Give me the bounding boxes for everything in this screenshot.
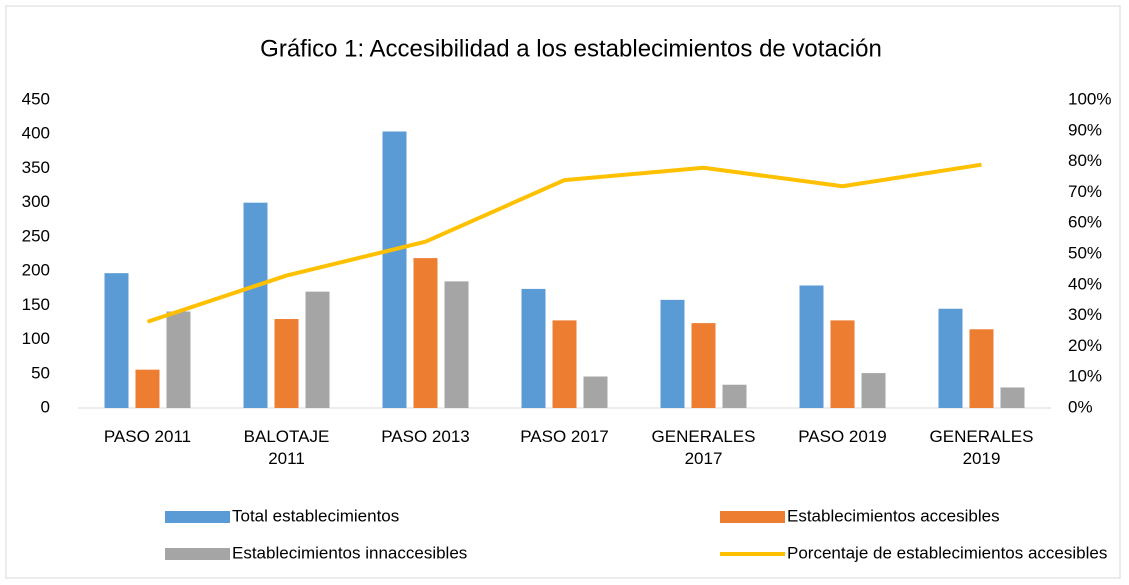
x-tick-label: BALOTAJE 2011 <box>243 427 330 468</box>
y2-tick-label: 40% <box>1068 274 1102 293</box>
bar <box>830 320 855 408</box>
y2-tick-label: 20% <box>1068 336 1102 355</box>
x-tick-label: PASO 2013 <box>381 427 470 446</box>
bar <box>969 329 994 408</box>
y2-tick-label: 50% <box>1068 243 1102 262</box>
y2-tick-label: 90% <box>1068 120 1102 139</box>
legend-swatch <box>165 511 230 523</box>
y-tick-label: 50 <box>31 363 50 382</box>
bar <box>166 311 191 408</box>
bar <box>444 281 469 408</box>
y2-tick-label: 80% <box>1068 151 1102 170</box>
legend-label: Porcentaje de establecimientos accesible… <box>787 543 1107 562</box>
y2-tick-label: 0% <box>1068 397 1093 416</box>
x-tick-label: GENERALES 2017 <box>651 427 756 468</box>
y-tick-label: 300 <box>22 192 50 211</box>
bar <box>660 299 685 408</box>
x-tick-label: PASO 2019 <box>798 427 887 446</box>
bar <box>274 319 299 408</box>
legend-label: Establecimientos accesibles <box>787 506 1000 525</box>
bar <box>413 258 438 408</box>
bar <box>691 323 716 408</box>
bar <box>521 288 546 408</box>
bar <box>305 291 330 408</box>
y2-tick-label: 10% <box>1068 367 1102 386</box>
y-tick-label: 350 <box>22 158 50 177</box>
bar <box>243 202 268 408</box>
y2-tick-label: 60% <box>1068 213 1102 232</box>
bar <box>135 369 160 408</box>
y-tick-label: 150 <box>22 295 50 314</box>
y-tick-label: 100 <box>22 329 50 348</box>
y2-tick-label: 30% <box>1068 305 1102 324</box>
bar <box>583 376 608 408</box>
bar <box>1000 387 1025 408</box>
bar <box>861 373 886 408</box>
legend-swatch <box>165 548 230 560</box>
chart-title: Gráfico 1: Accesibilidad a los estableci… <box>260 35 882 62</box>
y-tick-label: 450 <box>22 89 50 108</box>
bar <box>552 320 577 408</box>
x-tick-label: PASO 2017 <box>520 427 609 446</box>
bar <box>104 273 129 408</box>
chart-frame <box>5 5 1121 579</box>
bar <box>382 131 407 409</box>
bar <box>722 384 747 408</box>
y2-tick-label: 70% <box>1068 182 1102 201</box>
x-tick-label: PASO 2011 <box>103 427 192 446</box>
legend-label: Establecimientos innaccesibles <box>232 543 467 562</box>
line-series <box>146 162 982 324</box>
bar <box>799 285 824 408</box>
x-tick-label: GENERALES 2019 <box>929 427 1034 468</box>
bar <box>938 308 963 408</box>
y-tick-label: 400 <box>22 124 50 143</box>
legend-label: Total establecimientos <box>232 506 399 525</box>
y-tick-label: 0 <box>41 397 50 416</box>
y-tick-label: 250 <box>22 226 50 245</box>
legend-swatch <box>720 511 785 523</box>
y-tick-label: 200 <box>22 261 50 280</box>
y2-tick-label: 100% <box>1068 89 1111 108</box>
